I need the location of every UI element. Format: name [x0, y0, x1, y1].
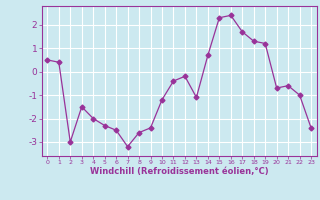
- X-axis label: Windchill (Refroidissement éolien,°C): Windchill (Refroidissement éolien,°C): [90, 167, 268, 176]
